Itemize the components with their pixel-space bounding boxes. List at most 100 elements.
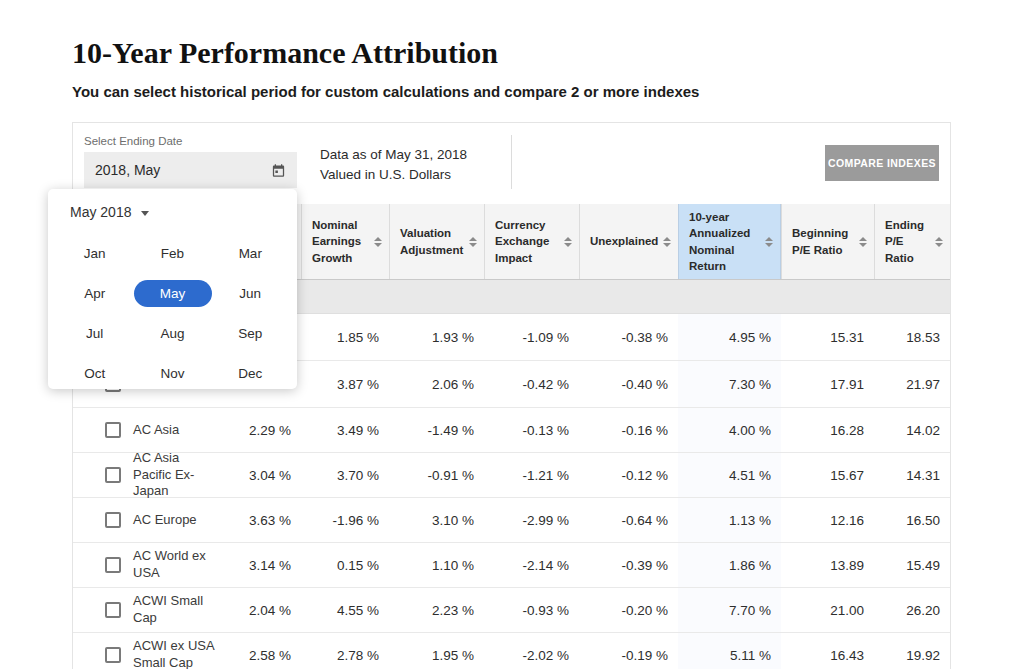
month-aug[interactable]: Aug [134, 313, 212, 353]
sort-arrows-icon [374, 237, 382, 247]
index-name: AC World ex USA [133, 548, 221, 582]
value-cell: 1.85 % [301, 314, 389, 360]
month-nov[interactable]: Nov [134, 353, 212, 393]
header-beginning-pe-ratio[interactable]: Beginning P/E Ratio [781, 204, 874, 279]
sort-arrows-icon [765, 237, 773, 247]
page: 10-Year Performance Attribution You can … [0, 0, 1024, 669]
caret-down-icon [141, 211, 149, 216]
value-cell: 3.14 % [221, 543, 301, 587]
month-jan[interactable]: Jan [56, 233, 134, 273]
data-as-of-line1: Data as of May 31, 2018 [320, 145, 467, 165]
month-apr[interactable]: Apr [56, 273, 134, 313]
month-feb[interactable]: Feb [134, 233, 212, 273]
value-cell: 14.02 [874, 408, 950, 452]
value-cell: 3.70 % [301, 453, 389, 497]
header-10-year-annualized-nominal-return[interactable]: 10-year Annualized Nominal Return [678, 204, 781, 279]
sort-arrows-icon [859, 237, 867, 247]
header-ending-pe-ratio[interactable]: Ending P/E Ratio [874, 204, 950, 279]
page-title: 10-Year Performance Attribution [72, 36, 498, 70]
value-cell: 15.31 [781, 314, 874, 360]
index-name-cell: AC Asia Pacific Ex-Japan [73, 453, 221, 497]
value-cell: 16.50 [874, 498, 950, 542]
value-cell: -2.02 % [484, 633, 579, 669]
data-as-of-line2: Valued in U.S. Dollars [320, 165, 467, 185]
value-cell: 2.04 % [221, 588, 301, 632]
header-valuation-adjustment[interactable]: Valuation Adjustment [389, 204, 484, 279]
month-jul[interactable]: Jul [56, 313, 134, 353]
row-checkbox[interactable] [105, 557, 121, 573]
value-cell: 15.49 [874, 543, 950, 587]
value-cell: 2.78 % [301, 633, 389, 669]
index-name-cell: AC Asia [73, 408, 221, 452]
value-cell: 3.10 % [389, 498, 484, 542]
value-cell: 4.00 % [678, 408, 781, 452]
value-cell: 5.11 % [678, 633, 781, 669]
header-unexplained[interactable]: Unexplained [579, 204, 678, 279]
month-oct[interactable]: Oct [56, 353, 134, 393]
value-cell: 2.58 % [221, 633, 301, 669]
value-cell: -0.93 % [484, 588, 579, 632]
value-cell: -1.21 % [484, 453, 579, 497]
value-cell: 1.13 % [678, 498, 781, 542]
ending-date-label: Select Ending Date [84, 135, 182, 147]
index-name: AC Europe [133, 512, 197, 529]
value-cell: 19.92 [874, 633, 950, 669]
index-name-cell: AC World ex USA [73, 543, 221, 587]
header-nominal-earnings-growth[interactable]: Nominal Earnings Growth [301, 204, 389, 279]
row-checkbox[interactable] [105, 422, 121, 438]
month-mar[interactable]: Mar [212, 233, 290, 273]
value-cell: 1.86 % [678, 543, 781, 587]
row-checkbox[interactable] [105, 647, 121, 663]
table-row: ACWI Small Cap2.04 %4.55 %2.23 %-0.93 %-… [73, 588, 950, 633]
row-checkbox[interactable] [105, 512, 121, 528]
month-may[interactable]: May [134, 273, 212, 313]
data-as-of-text: Data as of May 31, 2018 Valued in U.S. D… [320, 145, 467, 184]
ending-date-field[interactable]: 2018, May [84, 152, 297, 188]
value-cell: 2.29 % [221, 408, 301, 452]
value-cell: 12.16 [781, 498, 874, 542]
month-picker-title: May 2018 [70, 204, 131, 220]
value-cell: 16.28 [781, 408, 874, 452]
sort-arrows-icon [469, 237, 477, 247]
header-currency-exchange-impact[interactable]: Currency Exchange Impact [484, 204, 579, 279]
sort-arrows-icon [935, 237, 943, 247]
index-name-cell: ACWI ex USA Small Cap [73, 633, 221, 669]
value-cell: 4.55 % [301, 588, 389, 632]
table-row: AC Asia2.29 %3.49 %-1.49 %-0.13 %-0.16 %… [73, 408, 950, 453]
value-cell: -1.49 % [389, 408, 484, 452]
value-cell: 0.15 % [301, 543, 389, 587]
ending-date-value: 2018, May [95, 162, 160, 178]
value-cell: 2.23 % [389, 588, 484, 632]
value-cell: 21.00 [781, 588, 874, 632]
value-cell: -1.96 % [301, 498, 389, 542]
value-cell: 2.06 % [389, 361, 484, 407]
value-cell: -0.19 % [579, 633, 678, 669]
compare-indexes-button[interactable]: COMPARE INDEXES [825, 145, 939, 181]
value-cell: -0.91 % [389, 453, 484, 497]
value-cell: 1.10 % [389, 543, 484, 587]
value-cell: 1.95 % [389, 633, 484, 669]
month-dec[interactable]: Dec [212, 353, 290, 393]
value-cell: 1.93 % [389, 314, 484, 360]
month-sep[interactable]: Sep [212, 313, 290, 353]
table-row: AC Europe3.63 %-1.96 %3.10 %-2.99 %-0.64… [73, 498, 950, 543]
value-cell: 7.70 % [678, 588, 781, 632]
index-name: AC Asia Pacific Ex-Japan [133, 450, 221, 501]
value-cell: 26.20 [874, 588, 950, 632]
index-name-cell: AC Europe [73, 498, 221, 542]
page-subtitle: You can select historical period for cus… [72, 83, 699, 100]
value-cell: -1.09 % [484, 314, 579, 360]
value-cell: 3.04 % [221, 453, 301, 497]
value-cell: 17.91 [781, 361, 874, 407]
index-name-cell: ACWI Small Cap [73, 588, 221, 632]
table-row: AC World ex USA3.14 %0.15 %1.10 %-2.14 %… [73, 543, 950, 588]
row-checkbox[interactable] [105, 467, 121, 483]
value-cell: 4.51 % [678, 453, 781, 497]
month-jun[interactable]: Jun [212, 273, 290, 313]
value-cell: 16.43 [781, 633, 874, 669]
row-checkbox[interactable] [105, 602, 121, 618]
value-cell: -0.64 % [579, 498, 678, 542]
value-cell: 13.89 [781, 543, 874, 587]
value-cell: -0.16 % [579, 408, 678, 452]
month-picker-year-dropdown[interactable]: May 2018 [70, 204, 149, 220]
